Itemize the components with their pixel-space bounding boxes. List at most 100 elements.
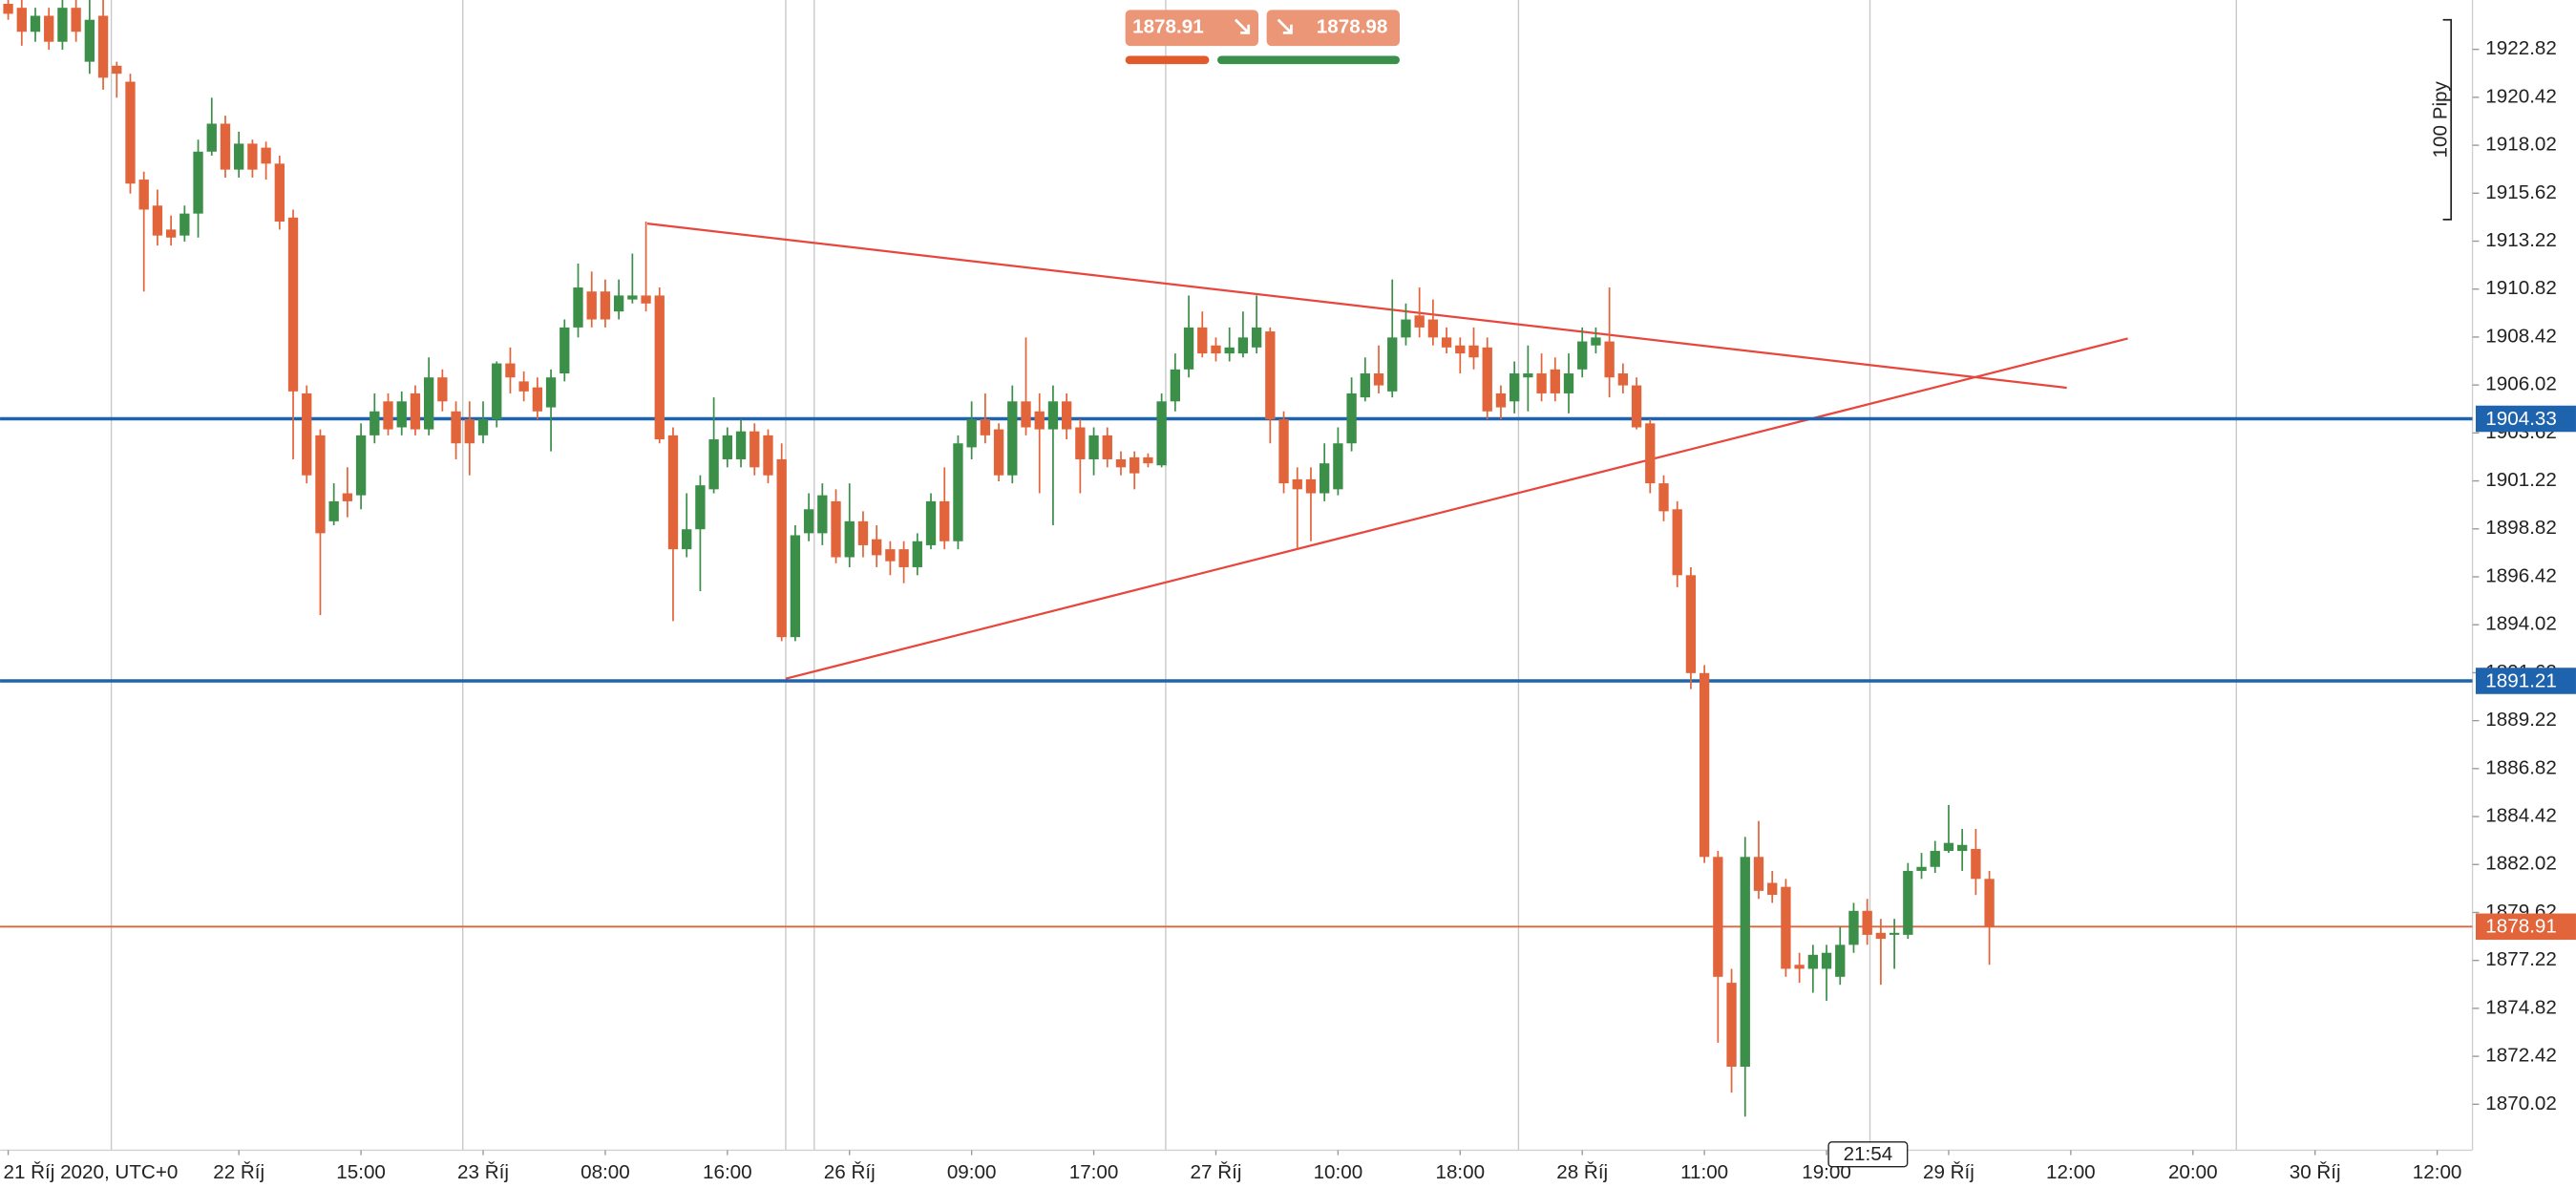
trade-panel: 1878.91 1878.98: [1125, 10, 1401, 65]
candle-body: [844, 520, 855, 558]
x-tick-label: 08:00: [581, 1161, 630, 1183]
candle-body: [1591, 337, 1601, 346]
candle-body: [355, 435, 367, 496]
x-tick-label: 29 Říj: [1923, 1161, 1974, 1183]
candle-body: [667, 435, 679, 550]
candle-body: [532, 387, 543, 412]
candle-body: [1862, 910, 1872, 935]
y-tick-label: 1886.82: [2485, 756, 2557, 778]
candle-body: [1726, 983, 1737, 1067]
x-tick-label: 23 Říj: [457, 1161, 509, 1183]
candle-body: [1550, 369, 1560, 393]
candle-body: [287, 217, 299, 392]
candle-body: [370, 411, 380, 435]
candle-body: [1007, 401, 1018, 476]
trend-line: [646, 222, 2067, 390]
candle-body: [477, 419, 489, 435]
candle-body: [966, 419, 977, 448]
candle-body: [1401, 319, 1411, 338]
level-label: 1891.21: [2485, 669, 2557, 691]
candle-body: [1984, 879, 1995, 927]
candle-body: [492, 363, 502, 420]
candle-body: [44, 15, 54, 42]
candle-body: [1156, 401, 1167, 466]
candle-body: [1265, 331, 1276, 420]
y-tick-label: 1872.42: [2485, 1045, 2557, 1067]
candle-body: [1468, 345, 1479, 358]
x-tick-label: 09:00: [947, 1161, 997, 1183]
buy-price[interactable]: 1878.98: [1317, 16, 1388, 38]
candle-body: [247, 143, 258, 170]
candle-body: [1617, 373, 1629, 386]
candle-body: [1835, 944, 1846, 977]
candle-body: [3, 3, 13, 14]
candle-body: [790, 535, 801, 638]
x-tick-label: 20:00: [2168, 1161, 2218, 1183]
candle-body: [872, 539, 882, 556]
sell-button[interactable]: [1125, 10, 1259, 47]
candle-body: [315, 435, 326, 534]
candle-body: [573, 287, 583, 328]
candle-body: [980, 419, 991, 435]
candle-body: [1536, 373, 1547, 393]
candle-body: [993, 429, 1004, 476]
candle-body: [1916, 866, 1927, 871]
candle-body: [1740, 857, 1750, 1067]
candle-body: [641, 295, 651, 304]
candle-body: [1441, 337, 1452, 348]
level-label-box: [2476, 405, 2576, 433]
candle-body: [518, 381, 529, 392]
candle-body: [505, 363, 516, 378]
y-tick-label: 1894.02: [2485, 613, 2557, 635]
candle-body: [1563, 373, 1574, 393]
candle-body: [912, 541, 922, 567]
y-tick-label: 1870.02: [2485, 1093, 2557, 1114]
candle-body: [71, 8, 81, 32]
candle-body: [1102, 435, 1112, 459]
y-tick-label: 1922.82: [2485, 37, 2557, 59]
y-tick-label: 1874.82: [2485, 996, 2557, 1018]
trend-line: [785, 337, 2128, 680]
candle-body: [1753, 857, 1764, 891]
candle-body: [560, 327, 570, 374]
candle-body: [16, 8, 27, 32]
buy-button[interactable]: [1266, 10, 1401, 47]
y-tick-label: 1901.22: [2485, 469, 2557, 491]
candle-body: [1875, 932, 1887, 940]
candle-body: [1427, 319, 1439, 338]
candle-body: [1455, 345, 1466, 354]
candle-body: [857, 520, 869, 545]
candle-body: [1713, 857, 1723, 977]
candle-body: [179, 213, 190, 236]
candle-body: [613, 295, 624, 312]
x-tick-label: 30 Říj: [2290, 1161, 2341, 1183]
candle-body: [1658, 483, 1669, 512]
candle-body: [627, 295, 638, 300]
candle-body: [464, 419, 475, 444]
candle-body: [1251, 327, 1262, 348]
candle-body: [1061, 401, 1072, 430]
candle-body: [1957, 844, 1968, 852]
candle-body: [1183, 327, 1194, 370]
candle-body: [1971, 848, 1981, 880]
sell-arrow: [1234, 18, 1251, 34]
candle-body: [708, 439, 719, 490]
candle-body: [545, 377, 557, 408]
candle-body: [953, 443, 963, 541]
candle-body: [1943, 842, 1954, 852]
candle-body: [682, 529, 692, 550]
y-tick-label: 1906.02: [2485, 373, 2557, 395]
candle-body: [152, 205, 163, 236]
y-tick-label: 1882.02: [2485, 853, 2557, 875]
sell-price[interactable]: 1878.91: [1132, 16, 1204, 38]
y-tick-label: 1913.22: [2485, 229, 2557, 251]
candle-body: [1237, 337, 1249, 354]
x-tick-label: 10:00: [1314, 1161, 1363, 1183]
candle-body: [1115, 458, 1127, 468]
ruler: [2442, 18, 2453, 221]
candle-body: [274, 163, 285, 223]
x-tick-label: 22 Říj: [213, 1161, 264, 1183]
candle-body: [1333, 443, 1343, 490]
